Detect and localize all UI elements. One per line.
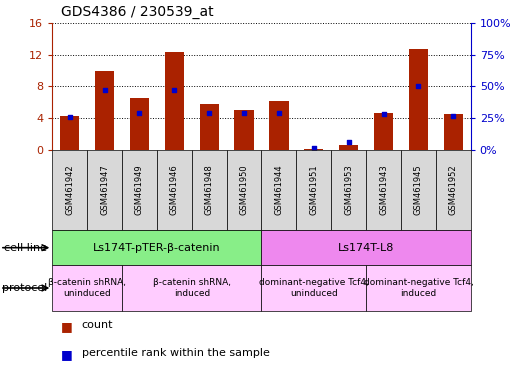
Point: [205, 110, 213, 116]
Point: [345, 139, 353, 145]
Text: GSM461950: GSM461950: [240, 165, 248, 215]
Point: [310, 145, 318, 151]
Text: GSM461951: GSM461951: [309, 165, 319, 215]
Point: [135, 110, 144, 116]
Bar: [339, 145, 358, 150]
FancyBboxPatch shape: [52, 150, 87, 230]
FancyBboxPatch shape: [331, 150, 366, 230]
Text: ■: ■: [61, 319, 72, 333]
Text: protocol: protocol: [2, 283, 47, 293]
Text: ■: ■: [61, 349, 72, 361]
Text: GSM461946: GSM461946: [170, 165, 179, 215]
Text: percentile rank within the sample: percentile rank within the sample: [82, 349, 269, 359]
FancyBboxPatch shape: [262, 230, 471, 265]
FancyBboxPatch shape: [52, 230, 262, 265]
FancyBboxPatch shape: [192, 150, 226, 230]
Text: GSM461944: GSM461944: [275, 165, 283, 215]
Bar: [374, 113, 393, 150]
FancyBboxPatch shape: [366, 150, 401, 230]
Text: β-catenin shRNA,
uninduced: β-catenin shRNA, uninduced: [48, 278, 126, 298]
Text: dominant-negative Tcf4,
uninduced: dominant-negative Tcf4, uninduced: [259, 278, 369, 298]
Point: [414, 83, 423, 89]
FancyBboxPatch shape: [122, 150, 157, 230]
Text: Ls174T-pTER-β-catenin: Ls174T-pTER-β-catenin: [93, 243, 221, 253]
Text: count: count: [82, 319, 113, 330]
Bar: [269, 101, 289, 150]
Bar: [165, 51, 184, 150]
Bar: [304, 149, 323, 150]
FancyBboxPatch shape: [262, 150, 297, 230]
Text: GSM461942: GSM461942: [65, 165, 74, 215]
FancyBboxPatch shape: [366, 265, 471, 311]
Text: GSM461945: GSM461945: [414, 165, 423, 215]
Text: GDS4386 / 230539_at: GDS4386 / 230539_at: [61, 5, 213, 19]
Text: GSM461953: GSM461953: [344, 165, 353, 215]
Bar: [130, 98, 149, 150]
Point: [240, 110, 248, 116]
Bar: [95, 71, 114, 150]
Text: Ls174T-L8: Ls174T-L8: [338, 243, 394, 253]
Point: [379, 111, 388, 118]
Bar: [234, 110, 254, 150]
Point: [100, 87, 109, 93]
Text: GSM461948: GSM461948: [204, 165, 214, 215]
Bar: [444, 114, 463, 150]
FancyBboxPatch shape: [262, 265, 366, 311]
Point: [449, 113, 458, 119]
Point: [170, 87, 178, 93]
Text: GSM461947: GSM461947: [100, 165, 109, 215]
FancyBboxPatch shape: [122, 265, 262, 311]
FancyBboxPatch shape: [401, 150, 436, 230]
FancyBboxPatch shape: [436, 150, 471, 230]
FancyBboxPatch shape: [297, 150, 331, 230]
Text: dominant-negative Tcf4,
induced: dominant-negative Tcf4, induced: [363, 278, 473, 298]
FancyBboxPatch shape: [87, 150, 122, 230]
Bar: [60, 116, 79, 150]
FancyBboxPatch shape: [226, 150, 262, 230]
Text: cell line: cell line: [4, 243, 47, 253]
Text: GSM461952: GSM461952: [449, 165, 458, 215]
Text: GSM461949: GSM461949: [135, 165, 144, 215]
Point: [275, 110, 283, 116]
FancyBboxPatch shape: [157, 150, 192, 230]
Text: β-catenin shRNA,
induced: β-catenin shRNA, induced: [153, 278, 231, 298]
Bar: [200, 104, 219, 150]
FancyBboxPatch shape: [52, 265, 122, 311]
Bar: [409, 49, 428, 150]
Point: [65, 114, 74, 120]
Text: GSM461943: GSM461943: [379, 165, 388, 215]
